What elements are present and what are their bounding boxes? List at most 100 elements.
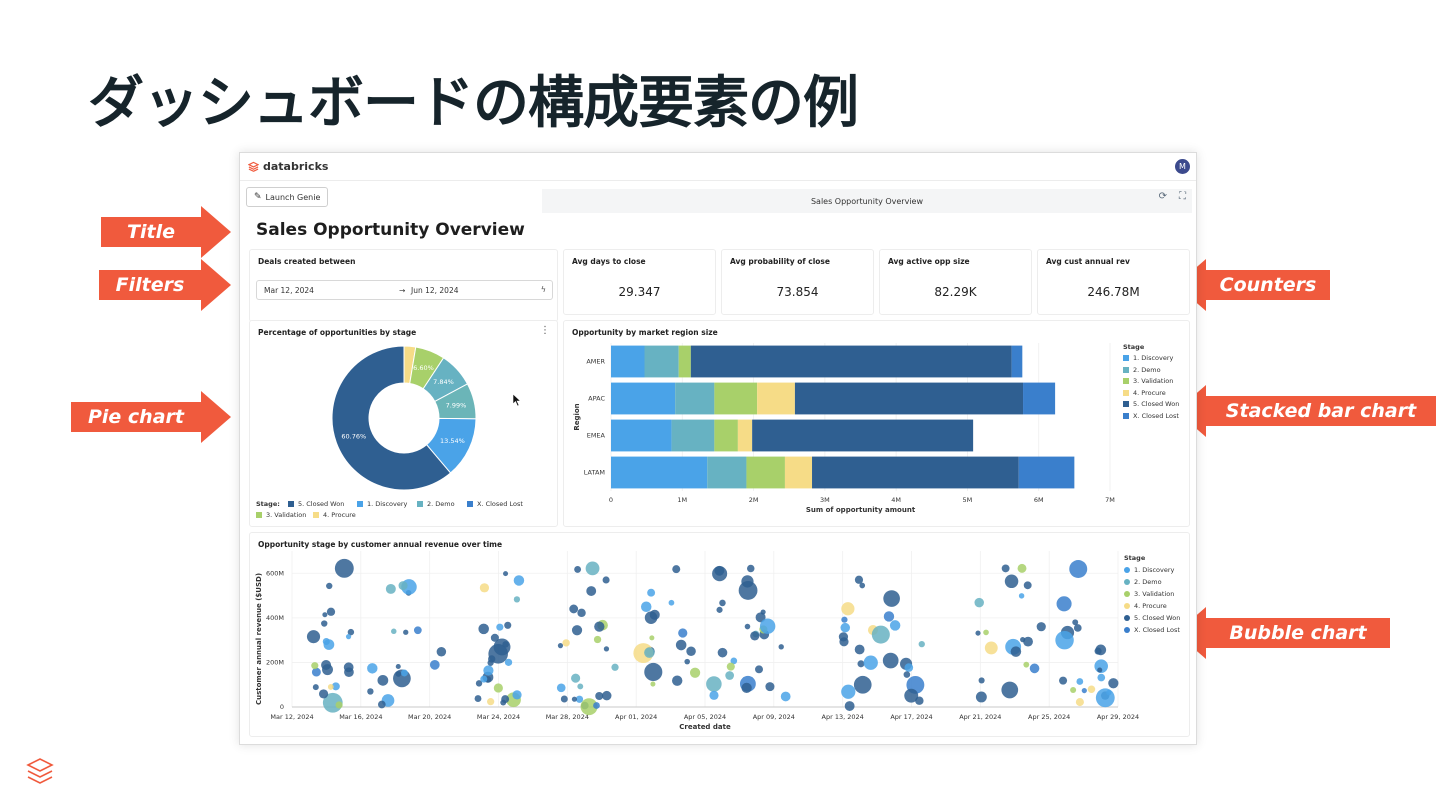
bubble-x-closed-lost[interactable] xyxy=(1056,596,1072,612)
bubble-5-closed-won[interactable] xyxy=(1023,636,1033,647)
bubble-5-closed-won[interactable] xyxy=(1020,636,1026,643)
bubble-5-closed-won[interactable] xyxy=(318,689,329,699)
bubble-5-closed-won[interactable] xyxy=(306,630,321,644)
bubble-1-discovery[interactable] xyxy=(575,695,584,703)
bar-segment-apac-4-procure[interactable] xyxy=(757,382,795,415)
bubble-2-demo[interactable] xyxy=(577,683,584,690)
bubble-5-closed-won[interactable] xyxy=(474,695,482,702)
bar-segment-latam-4-procure[interactable] xyxy=(784,456,813,489)
bubble-2-demo[interactable] xyxy=(391,628,397,635)
bubble-x-closed-lost[interactable] xyxy=(678,628,688,638)
bubble-5-closed-won[interactable] xyxy=(844,701,855,711)
bubble-5-closed-won[interactable] xyxy=(1023,581,1032,590)
bubble-5-closed-won[interactable] xyxy=(778,644,784,650)
bubble-1-discovery[interactable] xyxy=(780,691,791,702)
pie-slice-5-closed-won[interactable] xyxy=(331,345,452,491)
lightning-icon[interactable]: ϟ xyxy=(540,285,546,294)
bubble-5-closed-won[interactable] xyxy=(755,665,763,674)
brand[interactable]: databricks xyxy=(248,160,328,173)
bubble-2-demo[interactable] xyxy=(513,596,521,603)
bubble-5-closed-won[interactable] xyxy=(347,628,355,636)
bubble-5-closed-won[interactable] xyxy=(765,682,775,692)
bubble-2-demo[interactable] xyxy=(706,676,722,692)
bubble-1-discovery[interactable] xyxy=(512,690,522,700)
bubble-x-closed-lost[interactable] xyxy=(311,667,321,677)
bubble-1-discovery[interactable] xyxy=(1106,689,1112,696)
bubble-5-closed-won[interactable] xyxy=(1004,574,1019,589)
bubble-1-discovery[interactable] xyxy=(483,665,494,676)
bubble-5-closed-won[interactable] xyxy=(978,677,985,684)
bubble-5-closed-won[interactable] xyxy=(501,695,510,704)
bubble-1-discovery[interactable] xyxy=(1018,593,1025,599)
bubble-1-discovery[interactable] xyxy=(1097,673,1106,682)
tab-sales-opportunity-overview[interactable]: Sales Opportunity Overview xyxy=(542,189,1192,213)
bar-segment-latam-x-closed-lost[interactable] xyxy=(1018,456,1075,489)
bubble-5-closed-won[interactable] xyxy=(343,662,354,673)
bubble-1-discovery[interactable] xyxy=(496,623,504,631)
bubble-2-demo[interactable] xyxy=(974,597,984,608)
bar-segment-latam-2-demo[interactable] xyxy=(707,456,747,489)
bubble-1-discovery[interactable] xyxy=(331,682,340,691)
bar-segment-apac-x-closed-lost[interactable] xyxy=(1023,382,1056,415)
bubble-5-closed-won[interactable] xyxy=(1072,619,1079,626)
bubble-1-discovery[interactable] xyxy=(640,601,652,613)
bubble-5-closed-won[interactable] xyxy=(574,565,582,573)
bubble-5-closed-won[interactable] xyxy=(1095,644,1107,656)
bubble-5-closed-won[interactable] xyxy=(975,691,987,703)
bubble-5-closed-won[interactable] xyxy=(684,658,690,665)
avatar[interactable]: M xyxy=(1175,159,1190,174)
bar-segment-emea-3-validation[interactable] xyxy=(714,419,738,452)
fullscreen-icon[interactable]: ⛶ xyxy=(1179,191,1186,202)
bubble-5-closed-won[interactable] xyxy=(686,646,696,657)
bubble-4-procure[interactable] xyxy=(327,684,334,690)
bubble-5-closed-won[interactable] xyxy=(738,581,758,600)
bubble-1-discovery[interactable] xyxy=(759,618,776,634)
bubble-5-closed-won[interactable] xyxy=(560,695,568,703)
bubble-5-closed-won[interactable] xyxy=(436,647,447,657)
bubble-5-closed-won[interactable] xyxy=(1097,667,1103,673)
bubble-5-closed-won[interactable] xyxy=(334,558,354,578)
bar-segment-latam-3-validation[interactable] xyxy=(746,456,785,489)
bubble-3-validation[interactable] xyxy=(983,629,989,636)
bubble-2-demo[interactable] xyxy=(571,673,581,683)
bubble-3-validation[interactable] xyxy=(1023,661,1030,668)
bubble-2-demo[interactable] xyxy=(585,561,600,576)
bar-segment-emea-1-discovery[interactable] xyxy=(611,419,672,452)
bubble-5-closed-won[interactable] xyxy=(672,565,681,574)
bubble-4-procure[interactable] xyxy=(984,641,998,655)
bubble-4-procure[interactable] xyxy=(1075,698,1084,707)
bubble-x-closed-lost[interactable] xyxy=(1081,687,1087,694)
bubble-1-discovery[interactable] xyxy=(904,663,914,672)
bar-segment-amer-x-closed-lost[interactable] xyxy=(1011,345,1023,378)
bubble-3-validation[interactable] xyxy=(1017,563,1027,573)
bubble-5-closed-won[interactable] xyxy=(557,643,564,649)
bar-segment-emea-2-demo[interactable] xyxy=(671,419,715,452)
bubble-5-closed-won[interactable] xyxy=(1001,564,1010,573)
bubble-x-closed-lost[interactable] xyxy=(1069,560,1088,578)
bar-segment-amer-2-demo[interactable] xyxy=(644,345,679,378)
bubble-x-closed-lost[interactable] xyxy=(429,659,440,670)
bubble-4-procure[interactable] xyxy=(562,639,570,647)
bubble-4-procure[interactable] xyxy=(1087,685,1096,694)
bubble-5-closed-won[interactable] xyxy=(719,599,726,607)
bubble-4-procure[interactable] xyxy=(841,602,855,616)
bubble-2-demo[interactable] xyxy=(871,625,890,644)
bubble-5-closed-won[interactable] xyxy=(603,646,610,652)
bubble-5-closed-won[interactable] xyxy=(882,652,899,669)
bubble-3-validation[interactable] xyxy=(493,683,503,693)
more-menu-icon[interactable]: ⋮ xyxy=(540,325,550,336)
bubble-1-discovery[interactable] xyxy=(730,657,738,665)
bubble-5-closed-won[interactable] xyxy=(1073,624,1082,632)
bubble-5-closed-won[interactable] xyxy=(903,671,911,678)
bubble-5-closed-won[interactable] xyxy=(502,641,509,648)
bubble-5-closed-won[interactable] xyxy=(504,621,512,629)
bubble-x-closed-lost[interactable] xyxy=(841,616,848,623)
bar-segment-apac-1-discovery[interactable] xyxy=(611,382,676,415)
bubble-3-validation[interactable] xyxy=(1070,686,1077,694)
bubble-5-closed-won[interactable] xyxy=(883,590,900,607)
bubble-1-discovery[interactable] xyxy=(1095,688,1115,708)
bubble-5-closed-won[interactable] xyxy=(1108,678,1119,689)
bubble-5-closed-won[interactable] xyxy=(312,684,319,691)
refresh-icon[interactable]: ⟳ xyxy=(1158,191,1167,202)
bubble-5-closed-won[interactable] xyxy=(747,564,755,573)
